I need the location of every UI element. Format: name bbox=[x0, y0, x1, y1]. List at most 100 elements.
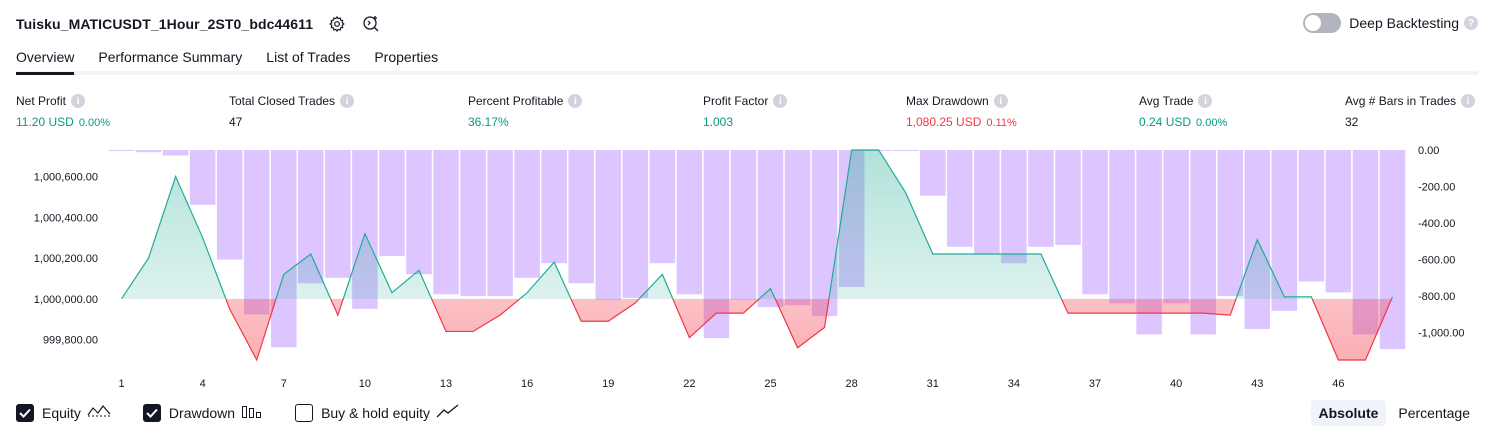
x-axis-tick-label: 34 bbox=[1008, 378, 1020, 390]
metric-label: Percent Profitable bbox=[468, 94, 564, 108]
metric-value: 1,080.25 USD bbox=[906, 115, 982, 129]
drawdown-bar bbox=[730, 150, 757, 300]
question-icon[interactable]: i bbox=[1461, 94, 1476, 108]
left-axis-tick-label: 1,000,400.00 bbox=[34, 212, 98, 224]
x-axis-tick-label: 13 bbox=[440, 378, 452, 390]
left-axis-tick-label: 1,000,000.00 bbox=[34, 294, 98, 306]
metric-value: 0.24 USD bbox=[1139, 115, 1192, 129]
x-axis-tick-label: 40 bbox=[1170, 378, 1182, 390]
drawdown-bar bbox=[974, 150, 1000, 255]
deep-backtesting-label: Deep Backtesting bbox=[1349, 15, 1459, 31]
metric-label: Avg Trade bbox=[1139, 94, 1194, 108]
drawdown-bar bbox=[1298, 150, 1325, 282]
left-axis-tick-label: 999,800.00 bbox=[43, 335, 98, 347]
legend-buy-hold[interactable]: Buy & hold equity bbox=[295, 403, 460, 422]
buy-hold-checkbox[interactable] bbox=[295, 403, 314, 422]
drawdown-checkbox[interactable] bbox=[142, 403, 161, 422]
metric-total-closed-trades: Total Closed Trades i 47 bbox=[229, 94, 355, 129]
tab-bar: Overview Performance Summary List of Tra… bbox=[16, 46, 1478, 75]
question-icon[interactable]: ? bbox=[1464, 16, 1478, 30]
question-icon[interactable]: i bbox=[993, 94, 1008, 108]
question-icon[interactable]: i bbox=[773, 94, 788, 108]
drawdown-bar bbox=[649, 150, 676, 264]
question-icon[interactable]: i bbox=[340, 94, 355, 108]
metric-percent: 0.11% bbox=[986, 117, 1017, 129]
strategy-header: Tuisku_MATICUSDT_1Hour_2ST0_bdc44611 bbox=[16, 12, 381, 36]
chart-legend: Equity Drawdown Buy & hold equity bbox=[16, 403, 492, 422]
metric-avg-bars-in-trades: Avg # Bars in Trades i 32 bbox=[1345, 94, 1476, 129]
metric-value: 36.17% bbox=[468, 115, 509, 129]
drawdown-bar bbox=[514, 150, 540, 278]
drawdown-bar bbox=[1028, 150, 1054, 247]
x-axis-tick-label: 16 bbox=[521, 378, 533, 390]
buy-hold-line-icon bbox=[436, 403, 460, 422]
deep-backtesting-control: Deep Backtesting ? bbox=[1303, 13, 1478, 33]
tab-properties[interactable]: Properties bbox=[374, 49, 439, 65]
value-mode-switch: Absolute Percentage bbox=[1307, 400, 1479, 426]
drawdown-bar bbox=[947, 150, 973, 247]
equity-line-icon bbox=[87, 403, 111, 422]
x-axis-tick-label: 4 bbox=[200, 378, 206, 390]
x-axis-tick-label: 37 bbox=[1089, 378, 1101, 390]
right-axis-tick-label: -600.00 bbox=[1418, 255, 1455, 267]
metric-value: 32 bbox=[1345, 115, 1359, 129]
drawdown-bar bbox=[433, 150, 459, 295]
drawdown-bar bbox=[1109, 150, 1135, 304]
x-axis-tick-label: 28 bbox=[846, 378, 858, 390]
drawdown-bar bbox=[757, 150, 784, 308]
mode-absolute-button[interactable]: Absolute bbox=[1310, 400, 1387, 426]
legend-drawdown[interactable]: Drawdown bbox=[142, 403, 263, 422]
drawdown-bar bbox=[892, 150, 919, 151]
question-icon[interactable]: i bbox=[568, 94, 583, 108]
metric-label: Net Profit bbox=[16, 94, 67, 108]
metric-value: 1.003 bbox=[703, 115, 734, 129]
left-axis-tick-label: 1,000,200.00 bbox=[34, 253, 98, 265]
deep-backtesting-toggle[interactable] bbox=[1303, 13, 1342, 33]
metric-label: Avg # Bars in Trades bbox=[1345, 94, 1457, 108]
right-axis-tick-label: 0.00 bbox=[1418, 145, 1439, 157]
metric-value: 47 bbox=[229, 115, 243, 129]
drawdown-bar bbox=[216, 150, 243, 260]
question-icon[interactable]: i bbox=[1198, 94, 1213, 108]
drawdown-bar bbox=[460, 150, 486, 297]
drawdown-bar bbox=[568, 150, 594, 284]
metric-value: 11.20 USD bbox=[16, 115, 74, 129]
drawdown-bar bbox=[1217, 150, 1243, 297]
drawdown-bar bbox=[1325, 150, 1352, 293]
metric-label: Total Closed Trades bbox=[229, 94, 336, 108]
drawdown-bar bbox=[541, 150, 567, 264]
left-axis-tick-label: 1,000,600.00 bbox=[34, 172, 98, 184]
metric-percent: 0.00% bbox=[1196, 117, 1228, 129]
drawdown-bar bbox=[243, 150, 270, 315]
metric-avg-trade: Avg Trade i 0.24 USD 0.00% bbox=[1139, 94, 1227, 129]
tab-overview[interactable]: Overview bbox=[16, 46, 75, 75]
equity-chart[interactable]: 1,000,600.00 1,000,400.00 1,000,200.00 1,00… bbox=[0, 140, 1494, 400]
x-axis-tick-label: 10 bbox=[359, 378, 371, 390]
drawdown-bar bbox=[622, 150, 649, 298]
drawdown-bar bbox=[162, 150, 189, 156]
drawdown-bar bbox=[1163, 150, 1189, 304]
legend-label: Drawdown bbox=[168, 404, 236, 421]
legend-equity[interactable]: Equity bbox=[16, 403, 111, 422]
question-icon[interactable]: i bbox=[71, 94, 86, 108]
mode-percentage-button[interactable]: Percentage bbox=[1398, 405, 1470, 421]
drawdown-bar bbox=[784, 150, 811, 306]
tab-performance-summary[interactable]: Performance Summary bbox=[98, 49, 243, 65]
metric-label: Profit Factor bbox=[703, 94, 769, 108]
x-axis-tick-label: 25 bbox=[764, 378, 776, 390]
metrics-row: Net Profit i 11.20 USD 0.00% Total Closed … bbox=[16, 94, 1478, 130]
drawdown-bar bbox=[595, 150, 622, 300]
legend-label: Buy & hold equity bbox=[321, 404, 431, 421]
drawdown-bars-icon bbox=[241, 403, 263, 422]
x-axis-tick-label: 46 bbox=[1332, 378, 1344, 390]
right-axis-tick-label: -1,000.00 bbox=[1418, 328, 1464, 340]
x-axis-tick-label: 43 bbox=[1251, 378, 1263, 390]
equity-area-loss bbox=[121, 298, 1393, 360]
equity-checkbox[interactable] bbox=[16, 403, 34, 422]
metric-label: Max Drawdown bbox=[906, 94, 989, 108]
source-code-icon[interactable] bbox=[361, 14, 381, 34]
drawdown-bar bbox=[135, 150, 162, 153]
right-axis-tick-label: -400.00 bbox=[1418, 218, 1455, 230]
tab-list-of-trades[interactable]: List of Trades bbox=[266, 49, 351, 65]
gear-icon[interactable] bbox=[327, 14, 347, 34]
